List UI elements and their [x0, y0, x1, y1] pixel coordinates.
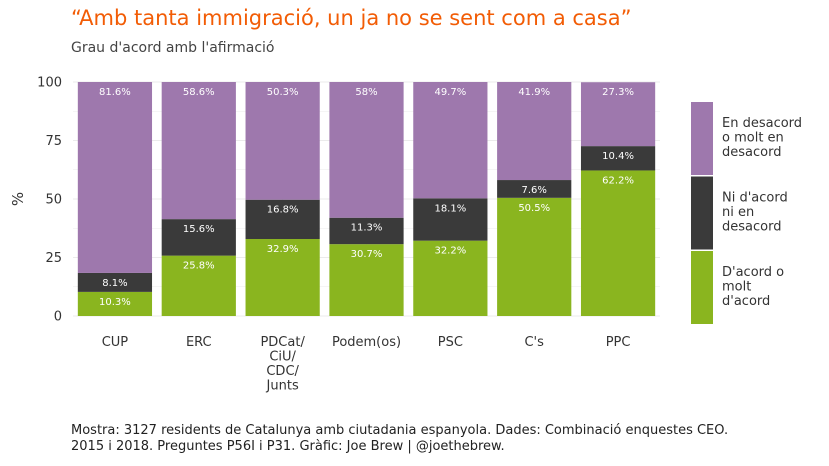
legend-label: desacord [722, 145, 781, 160]
data-label: 16.8% [267, 205, 299, 216]
chart-caption: Mostra: 3127 residents de Catalunya amb … [71, 423, 811, 455]
bar-segment [580, 82, 656, 147]
legend-key [691, 251, 713, 324]
data-label: 10.4% [602, 151, 634, 162]
bars [77, 82, 656, 316]
x-tick-label: C's [524, 335, 544, 350]
data-label: 30.7% [351, 249, 383, 260]
data-label: 8.1% [102, 278, 127, 289]
bar-segment [329, 217, 404, 245]
bar-segment [77, 82, 153, 273]
legend-label: molt [722, 280, 751, 295]
legend-label: En desacord [722, 116, 802, 131]
data-label: 32.9% [267, 244, 299, 255]
bar-segment [497, 197, 572, 316]
chart-subtitle: Grau d'acord amb l'afirmació [71, 40, 275, 56]
bar-segment [329, 244, 404, 316]
data-label: 50.5% [518, 203, 550, 214]
bar-segment [413, 82, 488, 199]
x-tick-label: CDC/ [266, 364, 299, 379]
x-tick-label: Junts [266, 379, 299, 394]
data-label: 15.6% [183, 224, 215, 235]
chart-title: “Amb tanta immigració, un ja no se sent … [71, 6, 632, 30]
x-tick-label: PDCat/ [260, 335, 305, 350]
caption-line-1: Mostra: 3127 residents de Catalunya amb … [71, 423, 729, 438]
bar-segment [161, 219, 236, 256]
y-tick-label: 0 [54, 310, 62, 325]
legend-label: ni en [722, 205, 754, 220]
data-label: 32.2% [434, 246, 466, 257]
x-axis: CUP ERC PDCat/CiU/CDC/Junts Podem(os) PSC C's… [102, 335, 631, 394]
data-label: 11.3% [351, 223, 383, 234]
legend-label: o molt en [722, 131, 784, 146]
caption-line-2: 2015 i 2018. Preguntes P56I i P31. Gràfi… [71, 439, 505, 454]
legend-label: desacord [722, 220, 781, 235]
bar-segment [413, 240, 488, 316]
data-label: 18.1% [434, 203, 466, 214]
x-tick-label: PPC [606, 335, 631, 350]
y-axis: 0 25 50 75 100% [9, 76, 62, 325]
bar-segment [580, 170, 656, 316]
bar-segment [77, 272, 153, 292]
bar-segment [329, 82, 404, 218]
legend-label: D'acord o [722, 265, 784, 280]
data-label: 7.6% [522, 185, 547, 196]
bar-segment [580, 146, 656, 171]
legend-label: d'acord [722, 294, 770, 309]
bar-segment [77, 291, 153, 316]
legend-key [691, 176, 713, 250]
legend-key [691, 102, 713, 175]
segment-labels: 10.3% 8.1% 81.6% 25.8% 15.6% 58.6% 32.9% 16.8% 5… [99, 87, 634, 308]
data-label: 49.7% [434, 87, 466, 98]
bar-segment [245, 199, 320, 240]
data-label: 58% [355, 87, 377, 98]
y-tick-label: 50 [45, 193, 62, 208]
legend-label: Ni d'acord [722, 191, 788, 206]
bar-segment [161, 82, 236, 220]
data-label: 58.6% [183, 87, 215, 98]
data-label: 27.3% [602, 87, 634, 98]
bar-segment [245, 239, 320, 316]
data-label: 62.2% [602, 175, 634, 186]
bar-segment [161, 255, 236, 316]
x-tick-label: Podem(os) [332, 335, 401, 350]
bar-segment [245, 82, 320, 200]
bar-segment [497, 180, 572, 198]
x-tick-label: PSC [438, 335, 463, 350]
data-label: 10.3% [99, 297, 131, 308]
bar-segment [413, 198, 488, 241]
data-label: 25.8% [183, 261, 215, 272]
y-tick-label: 25 [45, 251, 62, 266]
x-tick-label: CUP [102, 335, 129, 350]
x-tick-label: ERC [186, 335, 212, 350]
data-label: 81.6% [99, 87, 131, 98]
x-tick-label: CiU/ [269, 350, 296, 365]
y-tick-label: 75 [45, 134, 62, 149]
y-tick-label: 100 [37, 76, 62, 91]
data-label: 50.3% [267, 87, 299, 98]
bar-segment [497, 82, 572, 181]
y-axis-label: % [9, 192, 27, 206]
data-label: 41.9% [518, 87, 550, 98]
